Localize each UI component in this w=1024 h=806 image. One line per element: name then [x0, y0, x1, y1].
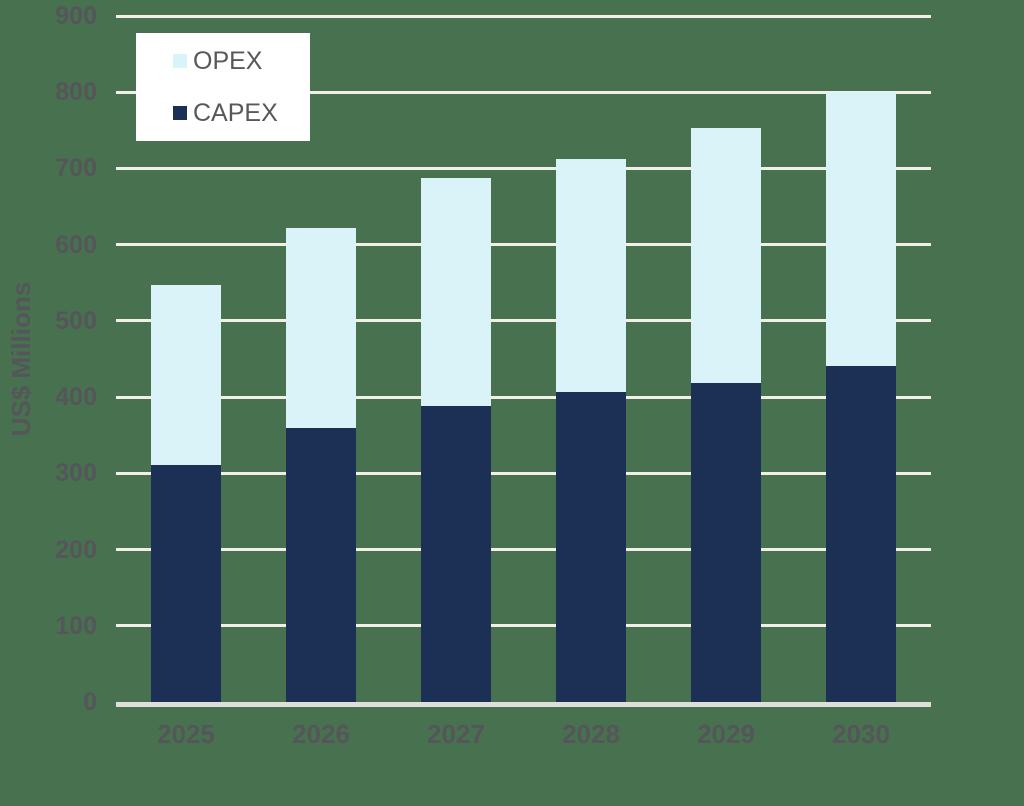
- legend: OPEX CAPEX: [136, 33, 310, 141]
- x-tick-label-2030: 2030: [832, 719, 890, 749]
- y-tick-label-200: 200: [55, 535, 97, 564]
- bar-2030[interactable]: [826, 92, 896, 702]
- bar-segment-opex[interactable]: [286, 227, 356, 429]
- legend-swatch-opex: [173, 54, 187, 68]
- legend-label-opex: OPEX: [193, 47, 263, 75]
- bar-segment-capex[interactable]: [826, 365, 896, 702]
- x-axis-line: [116, 702, 931, 707]
- gridline-500: [116, 319, 931, 323]
- x-tick-label-2029: 2029: [697, 719, 755, 749]
- legend-swatch-capex: [173, 106, 187, 120]
- y-tick-label-100: 100: [55, 611, 97, 640]
- gridline-800: [116, 90, 931, 94]
- x-tick-label-2028: 2028: [562, 719, 620, 749]
- bar-segment-opex[interactable]: [556, 159, 626, 392]
- y-tick-label-0: 0: [83, 688, 97, 716]
- y-axis-title: US$ Millions: [6, 281, 36, 437]
- legend-entry-capex[interactable]: CAPEX: [173, 99, 310, 127]
- gridline-300: [116, 471, 931, 475]
- bar-segment-capex[interactable]: [556, 391, 626, 702]
- y-tick-label-500: 500: [55, 306, 97, 335]
- y-tick-label-300: 300: [55, 459, 97, 488]
- gridline-200: [116, 548, 931, 552]
- x-tick-label-2027: 2027: [427, 719, 485, 749]
- bar-segment-capex[interactable]: [286, 428, 356, 702]
- y-tick-label-900: 900: [55, 2, 97, 30]
- y-tick-label-600: 600: [55, 230, 97, 259]
- bar-segment-capex[interactable]: [421, 406, 491, 702]
- legend-entry-opex[interactable]: OPEX: [173, 47, 310, 75]
- y-tick-label-700: 700: [55, 154, 97, 183]
- bar-2025[interactable]: [151, 285, 221, 702]
- gridline-100: [116, 624, 931, 628]
- bar-2029[interactable]: [691, 128, 761, 702]
- gridline-400: [116, 395, 931, 399]
- x-tick-label-2025: 2025: [157, 719, 215, 749]
- y-tick-label-400: 400: [55, 383, 97, 412]
- gridline-900: [116, 14, 931, 18]
- bar-segment-opex[interactable]: [691, 128, 761, 383]
- x-tick-label-2026: 2026: [292, 719, 350, 749]
- bar-segment-capex[interactable]: [151, 464, 221, 702]
- bar-segment-opex[interactable]: [151, 285, 221, 465]
- bar-2028[interactable]: [556, 159, 626, 702]
- gridline-600: [116, 243, 931, 247]
- bar-2026[interactable]: [286, 227, 356, 702]
- legend-label-capex: CAPEX: [193, 99, 278, 127]
- gridline-700: [116, 166, 931, 170]
- y-tick-label-800: 800: [55, 78, 97, 107]
- bar-2027[interactable]: [421, 177, 491, 702]
- bar-segment-opex[interactable]: [826, 92, 896, 366]
- bar-segment-capex[interactable]: [691, 382, 761, 702]
- bar-segment-opex[interactable]: [421, 177, 491, 407]
